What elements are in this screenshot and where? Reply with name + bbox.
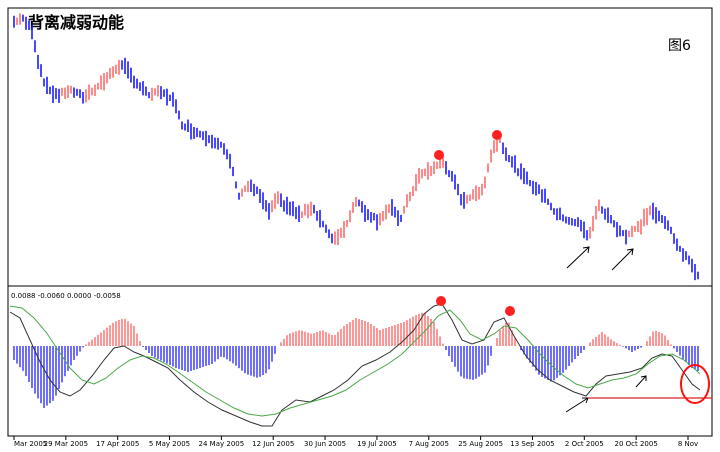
x-tick-label: 19 Jul 2005	[357, 440, 397, 448]
x-tick-label: 5 May 2005	[149, 440, 190, 448]
x-tick-label: 17 Apr 2005	[96, 440, 139, 448]
divergence-dot-price-2	[492, 130, 502, 140]
x-tick-label: 30 Jun 2005	[304, 440, 346, 448]
x-tick-label: 12 Jun 2005	[252, 440, 294, 448]
arrow-annotation-1	[566, 246, 590, 269]
arrow-annotation-2	[611, 248, 634, 271]
x-tick-label: Mar 2005	[14, 440, 47, 448]
figure-label: 图6	[668, 38, 691, 54]
arrow-annotation-4	[635, 375, 647, 388]
x-tick-label: 8 Nov	[678, 440, 698, 448]
chart-frame	[7, 7, 713, 437]
x-tick-label: 2 Oct 2005	[565, 440, 604, 448]
signal-line	[9, 305, 701, 417]
x-tick-label: 29 Mar 2005	[44, 440, 88, 448]
x-tick-label: 24 May 2005	[199, 440, 245, 448]
chart-title: 背离减弱动能	[28, 13, 124, 32]
x-tick-label: 7 Aug 2005	[409, 440, 449, 448]
divergence-dot-price-1	[434, 150, 444, 160]
macd-header-values: 0.0088 -0.0060 0.0000 -0.0058	[11, 292, 121, 300]
x-tick-label: 25 Aug 2005	[458, 440, 503, 448]
divergence-dot-macd-1	[436, 296, 446, 306]
highlight-ellipse	[680, 364, 710, 404]
macd-histogram	[13, 312, 699, 408]
divergence-dot-macd-2	[505, 306, 515, 316]
x-tick-label: 13 Sep 2005	[510, 440, 554, 448]
x-tick-label: 20 Oct 2005	[615, 440, 658, 448]
